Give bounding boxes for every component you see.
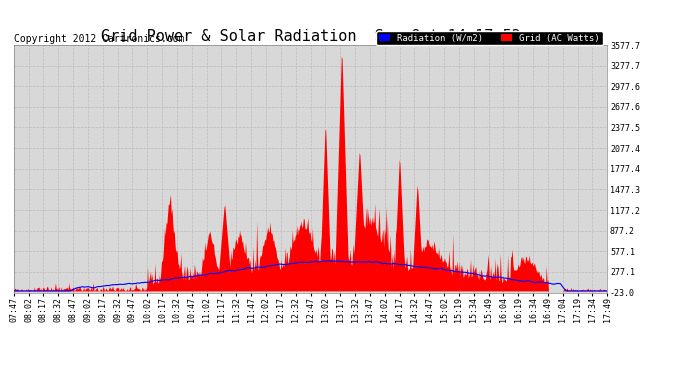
Text: Copyright 2012 Cartronics.com: Copyright 2012 Cartronics.com xyxy=(14,34,184,44)
Legend: Radiation (W/m2), Grid (AC Watts): Radiation (W/m2), Grid (AC Watts) xyxy=(377,31,602,45)
Title: Grid Power & Solar Radiation  Sun Oct 14 17:52: Grid Power & Solar Radiation Sun Oct 14 … xyxy=(101,29,520,44)
